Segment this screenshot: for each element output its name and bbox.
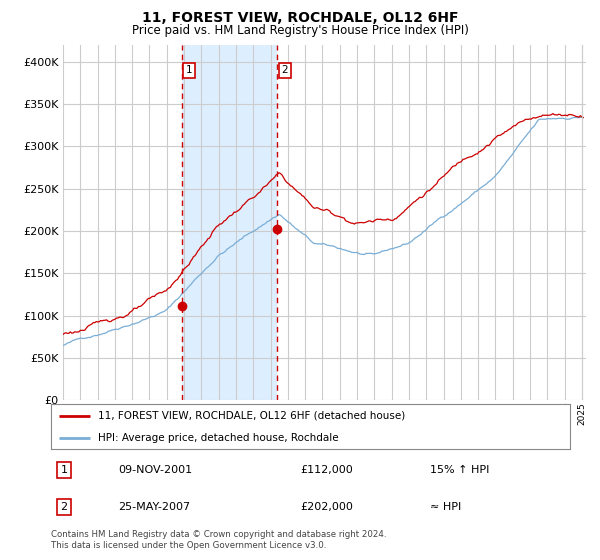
Text: 09-NOV-2001: 09-NOV-2001 <box>118 465 193 475</box>
Text: 11, FOREST VIEW, ROCHDALE, OL12 6HF: 11, FOREST VIEW, ROCHDALE, OL12 6HF <box>142 11 458 25</box>
Text: Price paid vs. HM Land Registry's House Price Index (HPI): Price paid vs. HM Land Registry's House … <box>131 24 469 36</box>
Bar <box>582 45 587 400</box>
Text: £112,000: £112,000 <box>300 465 353 475</box>
Text: 1: 1 <box>61 465 67 475</box>
Text: Contains HM Land Registry data © Crown copyright and database right 2024.
This d: Contains HM Land Registry data © Crown c… <box>51 530 386 550</box>
Text: 11, FOREST VIEW, ROCHDALE, OL12 6HF (detached house): 11, FOREST VIEW, ROCHDALE, OL12 6HF (det… <box>98 410 405 421</box>
Text: 15% ↑ HPI: 15% ↑ HPI <box>430 465 489 475</box>
Text: HPI: Average price, detached house, Rochdale: HPI: Average price, detached house, Roch… <box>98 433 338 443</box>
Text: £202,000: £202,000 <box>300 502 353 512</box>
Text: ≈ HPI: ≈ HPI <box>430 502 461 512</box>
Text: 2: 2 <box>61 502 68 512</box>
Bar <box>182 45 277 400</box>
Text: 1: 1 <box>186 65 193 75</box>
Text: 25-MAY-2007: 25-MAY-2007 <box>118 502 191 512</box>
Text: 2: 2 <box>281 65 288 75</box>
